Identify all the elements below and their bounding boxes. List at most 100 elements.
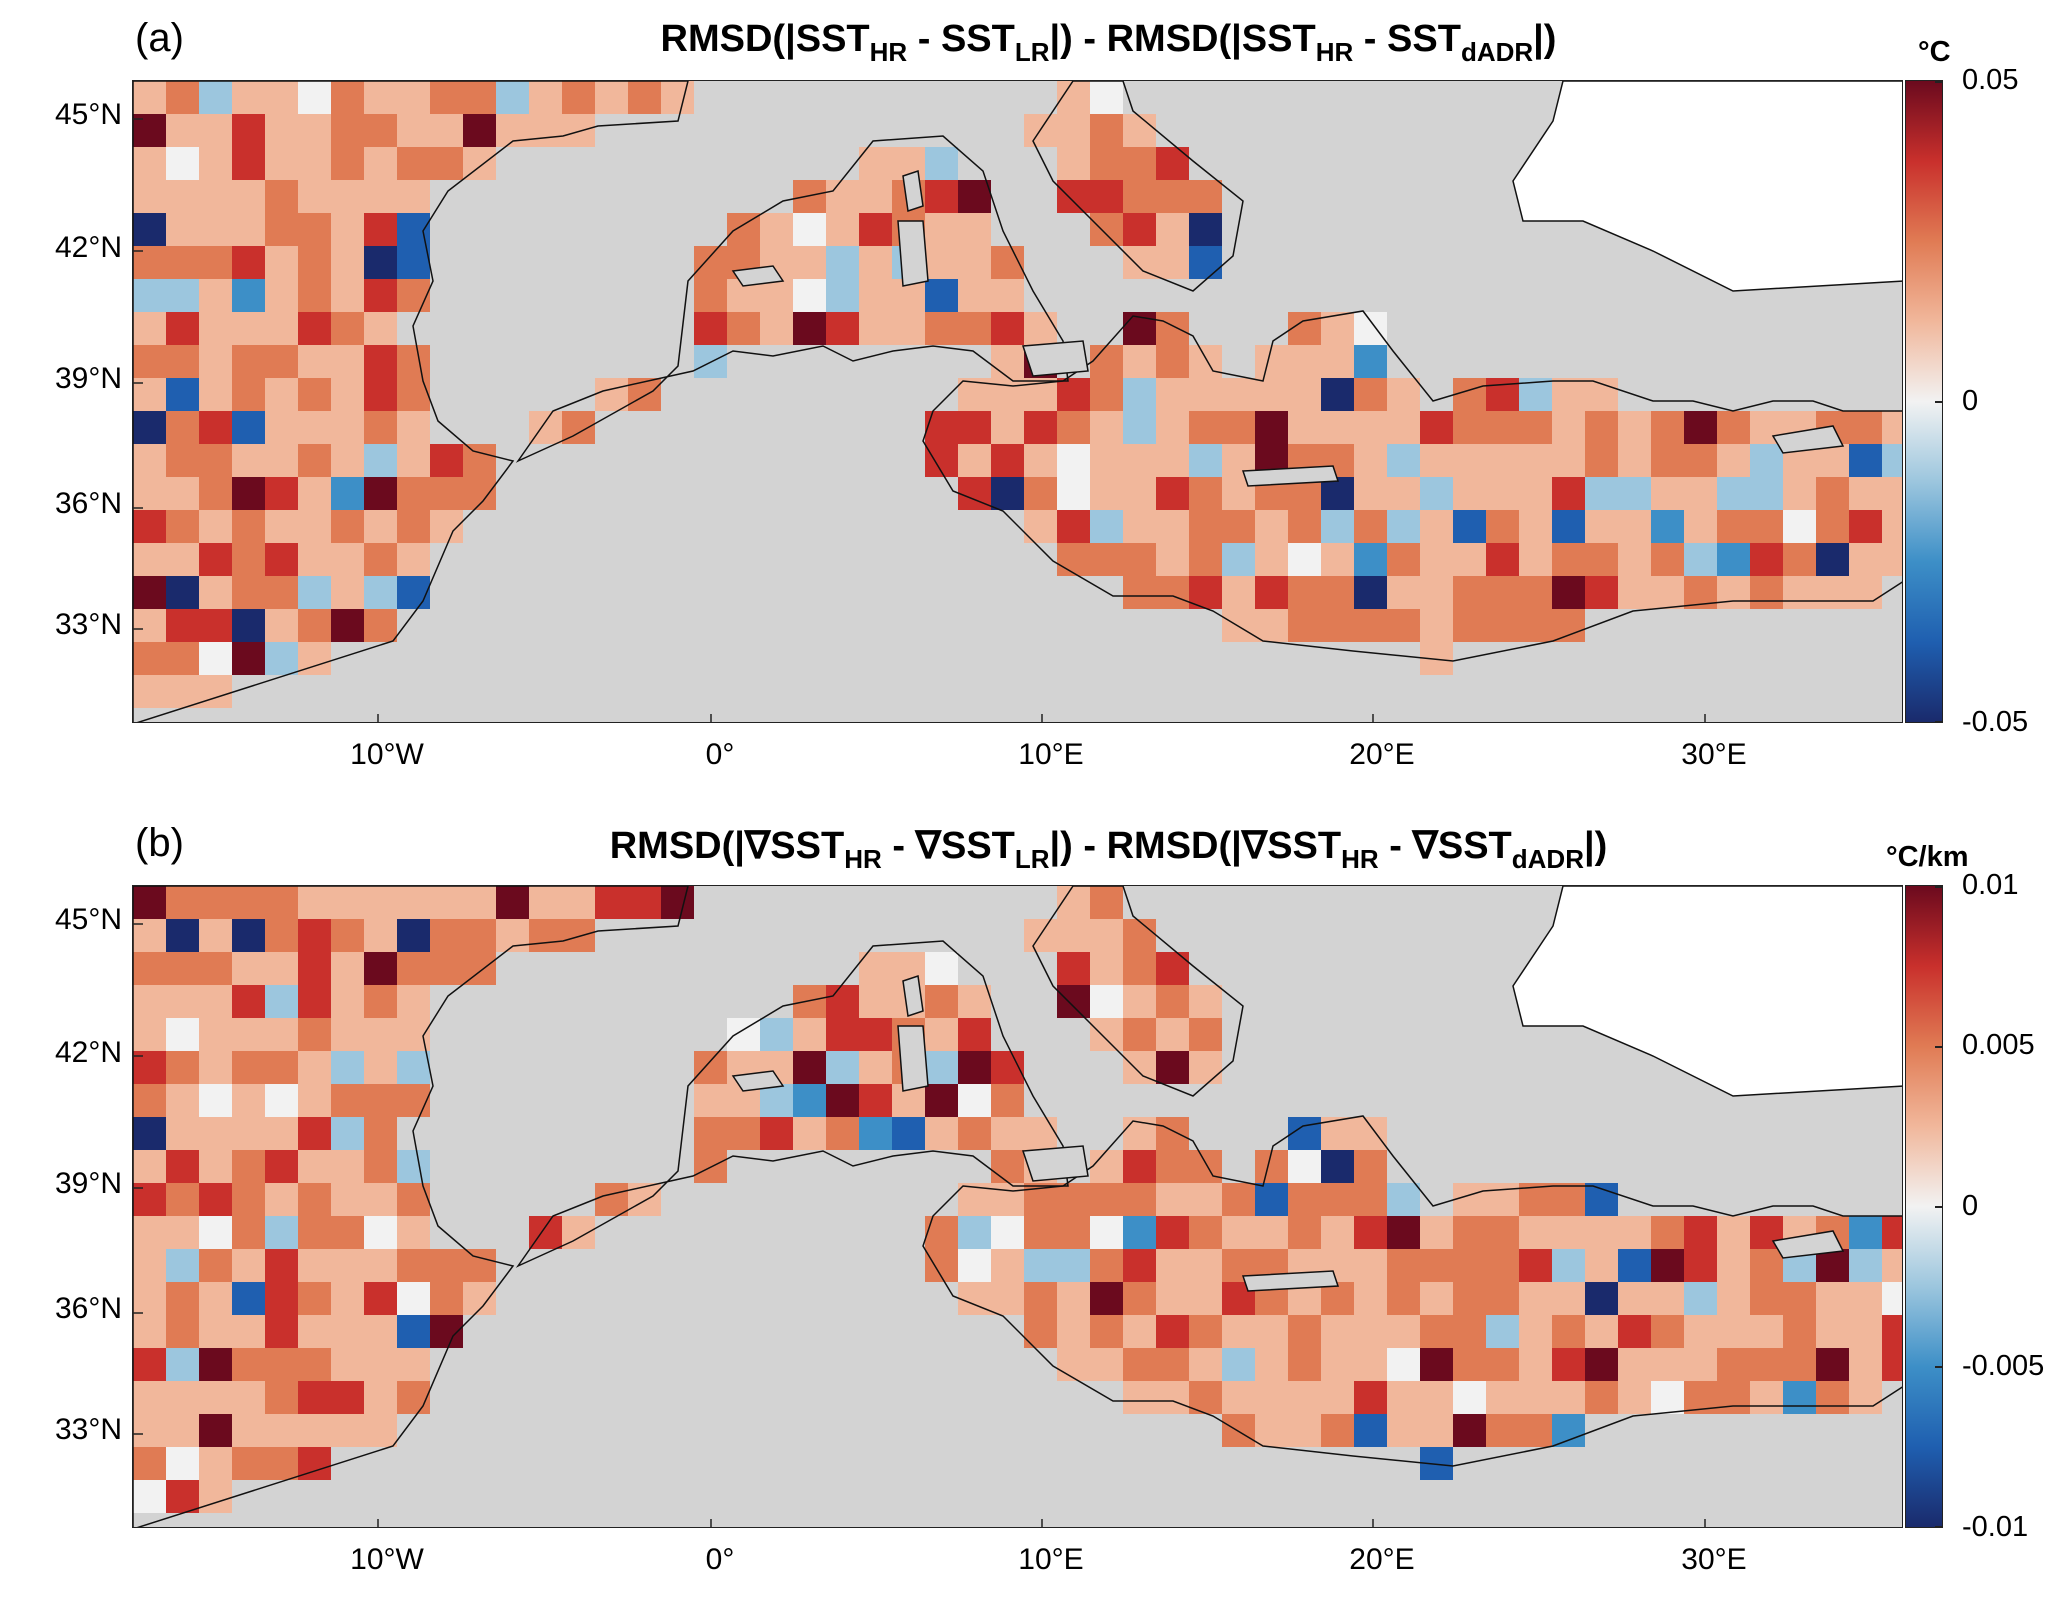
- grid-cell: [364, 919, 397, 952]
- grid-cell: [133, 1315, 166, 1348]
- grid-cell: [1618, 1282, 1651, 1315]
- grid-cell: [1717, 1381, 1750, 1414]
- grid-cell: [1288, 1381, 1321, 1414]
- grid-cell: [1321, 543, 1354, 576]
- grid-cell: [265, 543, 298, 576]
- grid-cell: [991, 1117, 1024, 1150]
- grid-cell: [1684, 1348, 1717, 1381]
- grid-cell: [265, 411, 298, 444]
- grid-cell: [1783, 543, 1816, 576]
- grid-cell: [1288, 345, 1321, 378]
- grid-cell: [991, 378, 1024, 411]
- grid-cell: [133, 411, 166, 444]
- grid-cell: [1750, 444, 1783, 477]
- grid-cell: [298, 952, 331, 985]
- grid-cell: [1321, 576, 1354, 609]
- grid-cell: [1189, 1282, 1222, 1315]
- grid-cell: [364, 543, 397, 576]
- grid-cell: [463, 1249, 496, 1282]
- grid-cell: [1552, 1216, 1585, 1249]
- grid-cell: [1156, 1117, 1189, 1150]
- grid-cell: [1519, 1216, 1552, 1249]
- grid-cell: [1024, 411, 1057, 444]
- grid-cell: [1354, 1381, 1387, 1414]
- grid-cell: [727, 1117, 760, 1150]
- grid-cell: [1486, 1348, 1519, 1381]
- corsica-island: [902, 170, 924, 212]
- grid-cell: [1420, 609, 1453, 642]
- grid-cell: [1123, 1348, 1156, 1381]
- grid-cell: [925, 1084, 958, 1117]
- grid-cell: [1321, 345, 1354, 378]
- grid-cell: [397, 477, 430, 510]
- grid-cell: [1354, 1315, 1387, 1348]
- grid-cell: [1090, 1216, 1123, 1249]
- grid-cell: [1783, 576, 1816, 609]
- grid-cell: [133, 543, 166, 576]
- grid-cell: [1090, 1150, 1123, 1183]
- grid-cell: [1156, 576, 1189, 609]
- grid-cell: [265, 81, 298, 114]
- grid-cell: [1816, 576, 1849, 609]
- grid-cell: [397, 444, 430, 477]
- grid-cell: [760, 1018, 793, 1051]
- crete-island: [1241, 465, 1340, 487]
- grid-cell: [1684, 1315, 1717, 1348]
- grid-cell: [1849, 1282, 1882, 1315]
- grid-cell: [397, 345, 430, 378]
- grid-cell: [1717, 1315, 1750, 1348]
- grid-cell: [298, 477, 331, 510]
- grid-cell: [1717, 510, 1750, 543]
- grid-cell: [232, 1084, 265, 1117]
- grid-cell: [265, 378, 298, 411]
- grid-cell: [166, 180, 199, 213]
- lon-label-10w: 10°W: [350, 738, 424, 771]
- grid-cell: [430, 919, 463, 952]
- grid-cell: [793, 279, 826, 312]
- grid-cell: [331, 985, 364, 1018]
- grid-cell: [760, 213, 793, 246]
- grid-cell: [397, 919, 430, 952]
- grid-cell: [430, 444, 463, 477]
- grid-cell: [265, 1315, 298, 1348]
- grid-cell: [1321, 411, 1354, 444]
- grid-cell: [694, 1117, 727, 1150]
- grid-cell: [199, 642, 232, 675]
- grid-cell: [232, 477, 265, 510]
- grid-cell: [199, 411, 232, 444]
- grid-cell: [1255, 543, 1288, 576]
- grid-cell: [1090, 919, 1123, 952]
- grid-cell: [1354, 477, 1387, 510]
- grid-cell: [1255, 1381, 1288, 1414]
- grid-cell: [397, 1282, 430, 1315]
- panel-letter: (b): [135, 821, 184, 865]
- grid-cell: [1420, 1282, 1453, 1315]
- grid-cell: [133, 609, 166, 642]
- grid-cell: [364, 378, 397, 411]
- grid-cell: [364, 1249, 397, 1282]
- grid-cell: [991, 1249, 1024, 1282]
- black-sea: [1512, 81, 1902, 292]
- grid-cell: [199, 246, 232, 279]
- grid-cell: [1552, 1249, 1585, 1282]
- grid-cell: [364, 477, 397, 510]
- grid-cell: [199, 147, 232, 180]
- grid-cell: [331, 886, 364, 919]
- grid-cell: [529, 886, 562, 919]
- grid-cell: [1090, 1183, 1123, 1216]
- sst-difference-map: [133, 81, 1902, 722]
- grid-cell: [331, 213, 364, 246]
- grid-cell: [826, 1051, 859, 1084]
- grid-cell: [298, 81, 331, 114]
- grid-cell: [166, 411, 199, 444]
- grid-cell: [925, 279, 958, 312]
- grid-cell: [1420, 477, 1453, 510]
- grid-cell: [1849, 444, 1882, 477]
- grid-cell: [331, 1348, 364, 1381]
- grid-cell: [298, 886, 331, 919]
- grid-cell: [958, 213, 991, 246]
- grid-cell: [1123, 985, 1156, 1018]
- grid-cell: [1288, 378, 1321, 411]
- grid-cell: [232, 1018, 265, 1051]
- grid-cell: [1486, 576, 1519, 609]
